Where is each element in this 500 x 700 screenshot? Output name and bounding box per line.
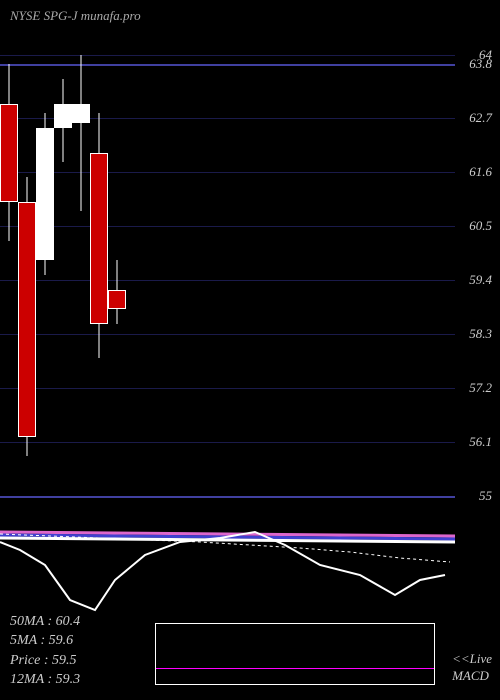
y-axis-label: 56.1 (469, 434, 492, 450)
live-label: <<Live (452, 651, 492, 668)
y-axis-label: 61.6 (469, 164, 492, 180)
y-axis-label: 57.2 (469, 380, 492, 396)
macd-label-group: <<Live MACD (452, 651, 492, 685)
macd-line (156, 668, 434, 669)
y-axis-label: 55 (479, 488, 492, 504)
y-axis-label: 63.8 (469, 56, 492, 72)
price-chart-area: 6463.862.761.660.559.458.357.256.155 (0, 30, 500, 520)
ma5-label: 5MA : 59.6 (10, 631, 80, 651)
y-axis-label: 59.4 (469, 272, 492, 288)
y-axis-label: 58.3 (469, 326, 492, 342)
y-axis-label: 62.7 (469, 110, 492, 126)
macd-text: MACD (452, 668, 492, 685)
ma50-label: 50MA : 60.4 (10, 612, 80, 632)
macd-box (155, 623, 435, 685)
chart-container: NYSE SPG-J munafa.pro 6463.862.761.660.5… (0, 0, 500, 700)
candle (0, 30, 18, 520)
price-label: Price : 59.5 (10, 651, 80, 671)
ma12-label: 12MA : 59.3 (10, 670, 80, 690)
candle (18, 30, 36, 520)
info-box: 50MA : 60.4 5MA : 59.6 Price : 59.5 12MA… (10, 612, 80, 690)
candle (90, 30, 108, 520)
candle (72, 30, 90, 520)
y-axis-label: 60.5 (469, 218, 492, 234)
candle (54, 30, 72, 520)
candle (36, 30, 54, 520)
candle (108, 30, 126, 520)
chart-title: NYSE SPG-J munafa.pro (10, 8, 141, 24)
